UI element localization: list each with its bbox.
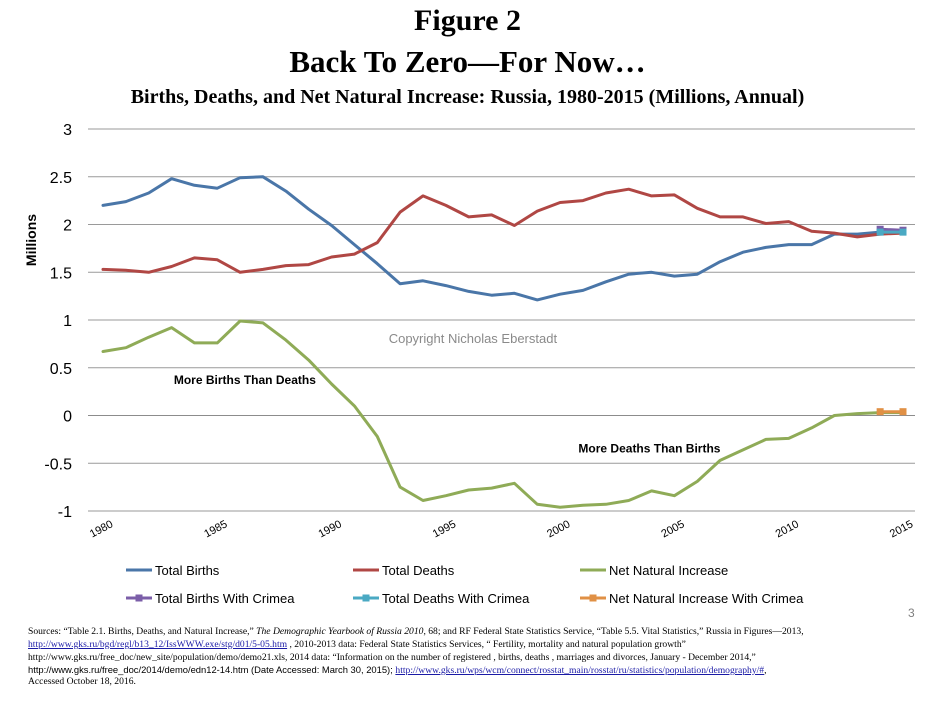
series-lines	[101, 175, 907, 509]
x-tick-label: 1990	[317, 518, 344, 540]
legend-label: Total Births With Crimea	[155, 591, 295, 606]
chart-annotation: More Deaths Than Births	[578, 442, 720, 456]
total-deaths-with-crimea-marker	[876, 228, 884, 236]
sources-text: http://www.gks.ru/free_doc/2014/demo/edn…	[28, 664, 396, 675]
y-tick-label: -0.5	[44, 456, 72, 473]
y-tick-label: 0	[63, 409, 72, 426]
y-tick-label: 0.5	[50, 361, 72, 378]
legend-marker-total-births-with-crimea	[135, 594, 143, 602]
legend-label: Net Natural Increase With Crimea	[609, 591, 804, 606]
y-axis-ticks: -1 -0.5 0 0.5 1 1.5 2 2.5 3	[44, 122, 72, 521]
source-link[interactable]: http://www.gks.ru/wps/wcm/connect/rossta…	[395, 665, 765, 676]
chart-subtitle: Births, Deaths, and Net Natural Increase…	[130, 86, 805, 108]
gridlines	[88, 128, 915, 512]
sources-line-1: Sources: “Table 2.1. Births, Deaths, and…	[28, 626, 804, 637]
copyright-watermark: Copyright Nicholas Eberstadt	[389, 331, 558, 346]
sources-line-5: Accessed October 18, 2016.	[28, 676, 136, 687]
chart-area: -1 -0.5 0 0.5 1 1.5 2 2.5 3 1980 1985 1990 1995 2000…	[23, 122, 915, 606]
sources-text: ,	[764, 665, 767, 676]
source-link[interactable]: http://www.gks.ru/bgd/regl/b13_12/IssWWW…	[28, 639, 288, 650]
total-deaths-line	[101, 187, 905, 274]
sources-text: , 68; and RF Federal State Statistics Se…	[423, 626, 804, 637]
x-tick-label: 1980	[88, 518, 115, 540]
total-births-with-crimea-line	[878, 227, 905, 232]
sources-line-2: http://www.gks.ru/bgd/regl/b13_12/IssWWW…	[28, 639, 686, 650]
legend-marker-net-natural-increase-with-crimea	[589, 594, 597, 602]
sources-text: Sources: “Table 2.1. Births, Deaths, and…	[28, 626, 257, 637]
x-tick-label: 2010	[774, 518, 801, 540]
sources-text: , 2010-2013 data: Federal State Statisti…	[287, 639, 686, 650]
y-tick-label: 1	[63, 313, 72, 330]
chart-headline: Back To Zero—For Now…	[289, 44, 646, 79]
y-axis-label: Millions	[23, 214, 39, 266]
x-tick-label: 1985	[202, 518, 229, 540]
net-natural-increase-line	[101, 319, 905, 509]
sources-line-4: http://www.gks.ru/free_doc/2014/demo/edn…	[28, 664, 767, 676]
x-tick-label: 1995	[431, 518, 458, 540]
total-births-line	[101, 175, 905, 302]
y-tick-label: 2	[63, 218, 72, 235]
sources-italic-title: The Demographic Yearbook of Russia 2010	[256, 626, 424, 637]
x-axis-ticks: 1980 1985 1990 1995 2000 2005 2010 2015	[88, 518, 915, 540]
legend-label: Total Deaths With Crimea	[382, 591, 530, 606]
x-tick-label: 2005	[659, 518, 686, 540]
y-tick-label: -1	[58, 504, 72, 521]
x-tick-label: 2015	[888, 518, 915, 540]
legend-marker-total-deaths-with-crimea	[362, 594, 370, 602]
total-deaths-with-crimea-marker	[899, 228, 907, 236]
annotations: More Births Than Deaths More Deaths Than …	[174, 331, 721, 456]
y-tick-label: 3	[63, 122, 72, 139]
net-natural-increase-with-crimea-marker	[899, 408, 907, 416]
legend: Total Births Total Deaths Net Natural Incr…	[126, 563, 804, 606]
legend-label: Total Deaths	[382, 563, 455, 578]
page-number: 3	[908, 606, 915, 620]
chart-annotation: More Births Than Deaths	[174, 373, 316, 387]
legend-label: Total Births	[155, 563, 220, 578]
net-natural-increase-with-crimea-marker	[876, 408, 884, 416]
x-tick-label: 2000	[545, 518, 572, 540]
y-tick-label: 1.5	[50, 265, 72, 282]
sources-line-3: http://www.gks.ru/free_doc/new_site/popu…	[28, 652, 756, 663]
figure-label: Figure 2	[414, 4, 521, 37]
y-tick-label: 2.5	[50, 170, 72, 187]
legend-label: Net Natural Increase	[609, 563, 728, 578]
